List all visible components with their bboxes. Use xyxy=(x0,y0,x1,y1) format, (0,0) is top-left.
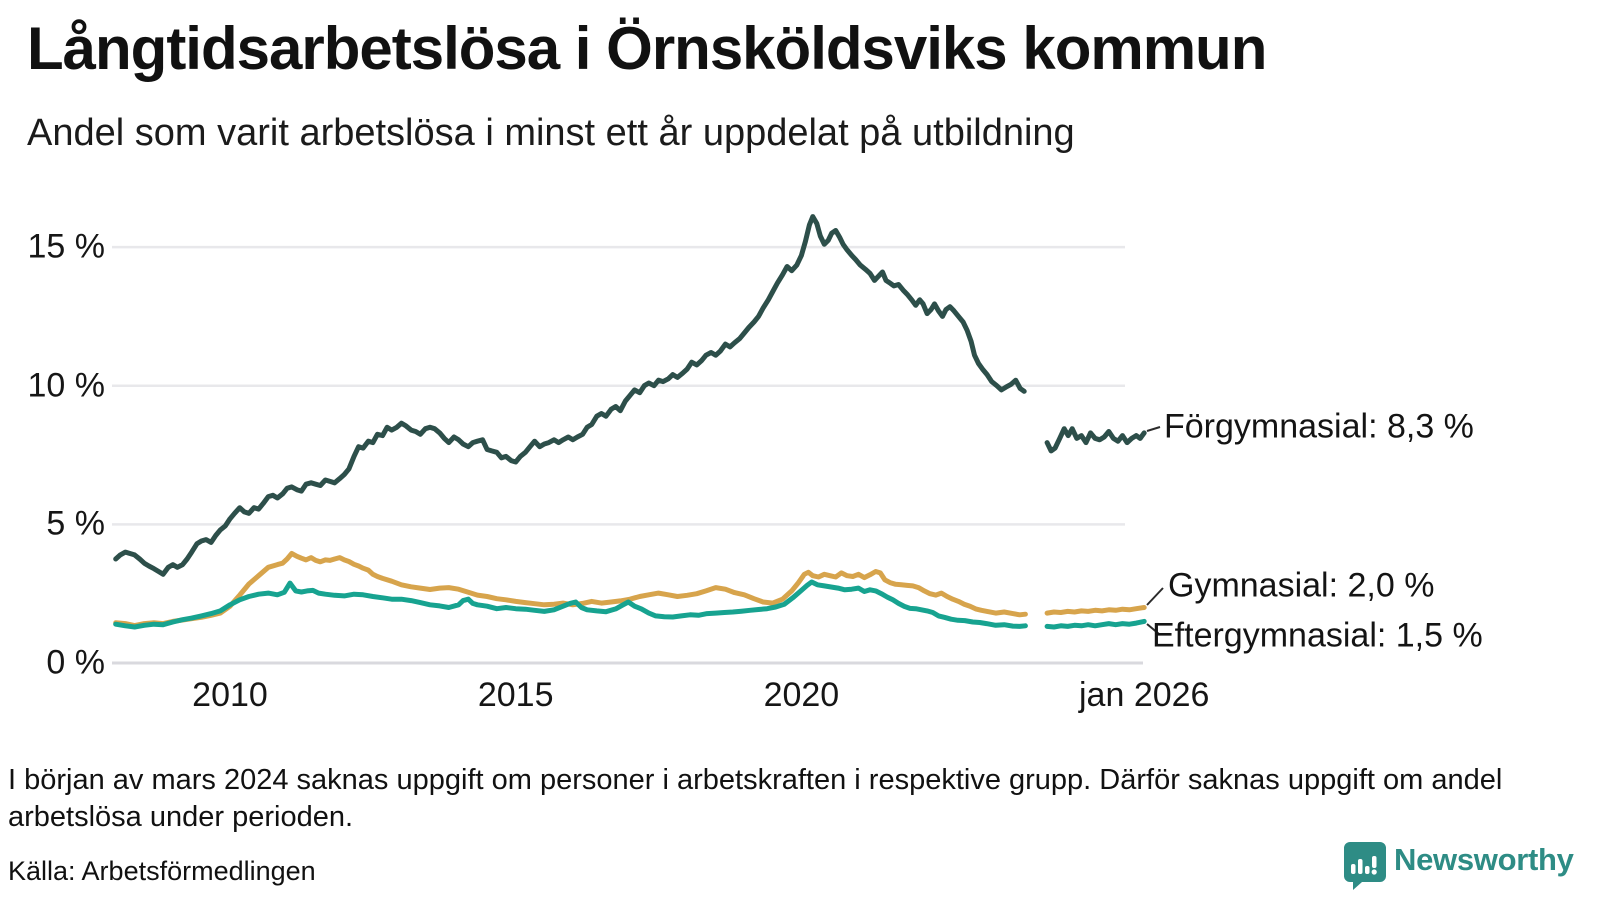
series-line-gymnasial-seg1 xyxy=(113,551,1028,629)
x-tick-2020: 2020 xyxy=(763,676,840,714)
x-tick-2015: 2015 xyxy=(477,676,554,714)
series-line-gymnasial-seg2 xyxy=(1044,605,1147,616)
y-tick-5: 5 % xyxy=(46,504,105,543)
label-connector-1 xyxy=(1146,587,1164,606)
series-line-eftergymnasial-seg2 xyxy=(1044,618,1147,630)
brand-name: Newsworthy xyxy=(1394,842,1574,877)
chart-subtitle: Andel som varit arbetslösa i minst ett å… xyxy=(27,112,1075,154)
label-connector-2 xyxy=(1146,623,1160,635)
y-tick-15: 15 % xyxy=(27,227,106,266)
y-tick-0: 0 % xyxy=(46,643,105,682)
chart-title: Långtidsarbetslösa i Örnsköldsviks kommu… xyxy=(27,15,1267,82)
brand-logo: Newsworthy xyxy=(1342,840,1592,890)
series-label-forgymnasial: Förgymnasial: 8,3 % xyxy=(1164,407,1474,446)
x-tick-2010: 2010 xyxy=(192,676,268,714)
x-tick-jan-2026: jan 2026 xyxy=(1079,676,1210,714)
label-connector-0 xyxy=(1146,426,1161,432)
series-label-eftergymnasial: Eftergymnasial: 1,5 % xyxy=(1152,616,1483,655)
source-credit: Källa: Arbetsförmedlingen xyxy=(8,856,316,886)
series-line-förgymnasial-seg1 xyxy=(113,214,1027,577)
newsworthy-icon xyxy=(1344,842,1386,890)
series-line-förgymnasial-seg2 xyxy=(1044,426,1147,454)
series-label-gymnasial: Gymnasial: 2,0 % xyxy=(1168,566,1435,605)
y-tick-10: 10 % xyxy=(27,366,106,405)
footnote: I början av mars 2024 saknas uppgift om … xyxy=(8,764,1503,833)
series-line-eftergymnasial-seg1 xyxy=(113,579,1028,630)
